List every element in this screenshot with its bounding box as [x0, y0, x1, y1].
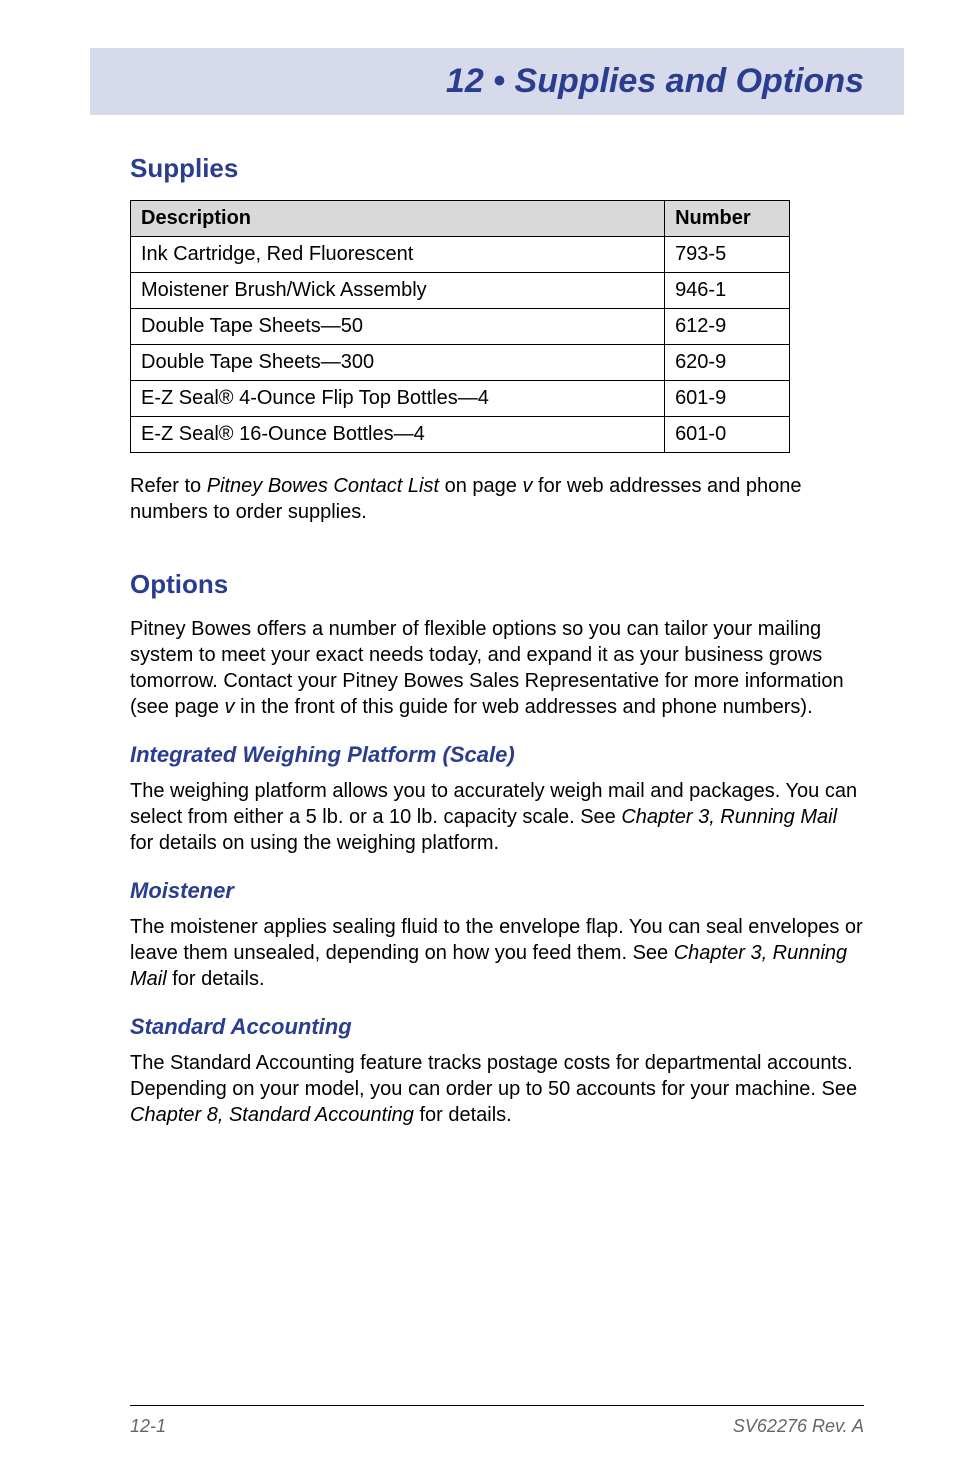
table-header-row: Description Number	[131, 201, 790, 237]
footer-doc-id: SV62276 Rev. A	[733, 1416, 864, 1437]
table-row: Ink Cartridge, Red Fluorescent 793-5	[131, 237, 790, 273]
note-ref-title: Pitney Bowes Contact List	[207, 475, 439, 497]
moistener-heading: Moistener	[130, 878, 864, 904]
accounting-subsection: Standard Accounting The Standard Account…	[130, 1014, 864, 1128]
options-page-ref: v	[225, 696, 235, 718]
table-row: Moistener Brush/Wick Assembly 946-1	[131, 273, 790, 309]
col-number: Number	[665, 201, 790, 237]
accounting-chapter-ref: Chapter 8, Standard Accounting	[130, 1104, 414, 1126]
supplies-section: Supplies Description Number Ink Cartridg…	[130, 153, 864, 525]
weighing-heading: Integrated Weighing Platform (Scale)	[130, 742, 864, 768]
chapter-banner: 12 • Supplies and Options	[90, 48, 904, 115]
moistener-subsection: Moistener The moistener applies sealing …	[130, 878, 864, 992]
note-text: on page	[439, 475, 522, 497]
weighing-chapter-ref: Chapter 3, Running Mail	[621, 806, 837, 828]
table-row: Double Tape Sheets—50 612-9	[131, 309, 790, 345]
table-row: E-Z Seal® 4-Ounce Flip Top Bottles—4 601…	[131, 381, 790, 417]
moistener-body: The moistener applies sealing fluid to t…	[130, 914, 864, 992]
accounting-text: for details.	[414, 1104, 512, 1126]
table-row: E-Z Seal® 16-Ounce Bottles—4 601-0	[131, 417, 790, 453]
chapter-title: 12 • Supplies and Options	[110, 62, 884, 101]
col-description: Description	[131, 201, 665, 237]
moistener-text: for details.	[167, 968, 265, 990]
supplies-note: Refer to Pitney Bowes Contact List on pa…	[130, 473, 864, 525]
cell-number: 793-5	[665, 237, 790, 273]
table-row: Double Tape Sheets—300 620-9	[131, 345, 790, 381]
cell-description: Double Tape Sheets—300	[131, 345, 665, 381]
footer-page-number: 12-1	[130, 1416, 166, 1437]
note-text: Refer to	[130, 475, 207, 497]
weighing-subsection: Integrated Weighing Platform (Scale) The…	[130, 742, 864, 856]
options-body: Pitney Bowes offers a number of flexible…	[130, 616, 864, 720]
cell-description: E-Z Seal® 4-Ounce Flip Top Bottles—4	[131, 381, 665, 417]
cell-number: 601-0	[665, 417, 790, 453]
cell-description: E-Z Seal® 16-Ounce Bottles—4	[131, 417, 665, 453]
options-section: Options Pitney Bowes offers a number of …	[130, 569, 864, 1128]
cell-number: 612-9	[665, 309, 790, 345]
note-page-ref: v	[522, 475, 532, 497]
supplies-table: Description Number Ink Cartridge, Red Fl…	[130, 200, 790, 453]
cell-number: 620-9	[665, 345, 790, 381]
page-container: 12 • Supplies and Options Supplies Descr…	[0, 0, 954, 1475]
cell-number: 601-9	[665, 381, 790, 417]
weighing-body: The weighing platform allows you to accu…	[130, 778, 864, 856]
options-heading: Options	[130, 569, 864, 600]
cell-description: Double Tape Sheets—50	[131, 309, 665, 345]
cell-description: Ink Cartridge, Red Fluorescent	[131, 237, 665, 273]
cell-number: 946-1	[665, 273, 790, 309]
supplies-heading: Supplies	[130, 153, 864, 184]
options-text: in the front of this guide for web addre…	[235, 696, 813, 718]
page-footer: 12-1 SV62276 Rev. A	[130, 1405, 864, 1437]
weighing-text: for details on using the weighing plat­f…	[130, 832, 499, 854]
accounting-heading: Standard Accounting	[130, 1014, 864, 1040]
accounting-text: The Standard Accounting feature tracks p…	[130, 1052, 857, 1100]
accounting-body: The Standard Accounting feature tracks p…	[130, 1050, 864, 1128]
cell-description: Moistener Brush/Wick Assembly	[131, 273, 665, 309]
